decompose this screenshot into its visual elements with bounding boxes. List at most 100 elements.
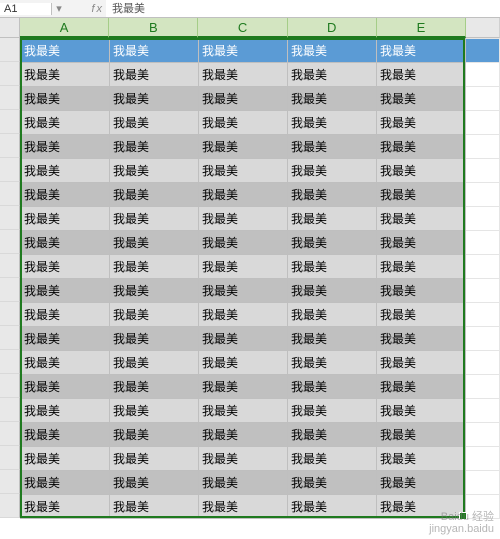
select-all-corner[interactable] <box>0 18 20 38</box>
cell[interactable]: 我最美 <box>199 447 288 471</box>
cell[interactable]: 我最美 <box>377 39 466 63</box>
cell[interactable]: 我最美 <box>377 135 466 159</box>
cell-empty[interactable] <box>466 135 500 159</box>
row-header[interactable] <box>0 206 20 230</box>
cell[interactable]: 我最美 <box>377 87 466 111</box>
cell[interactable]: 我最美 <box>288 159 377 183</box>
row-header[interactable] <box>0 446 20 470</box>
cell[interactable]: 我最美 <box>288 327 377 351</box>
cell[interactable]: 我最美 <box>288 207 377 231</box>
cell-empty[interactable] <box>466 183 500 207</box>
cell[interactable]: 我最美 <box>377 231 466 255</box>
name-box-dropdown-icon[interactable]: ▾ <box>52 2 66 15</box>
cell-empty[interactable] <box>466 231 500 255</box>
cell[interactable]: 我最美 <box>199 63 288 87</box>
cell-empty[interactable] <box>466 159 500 183</box>
cell[interactable]: 我最美 <box>288 399 377 423</box>
cell-empty[interactable] <box>466 423 500 447</box>
cell[interactable]: 我最美 <box>377 399 466 423</box>
cell[interactable]: 我最美 <box>288 303 377 327</box>
cell[interactable]: 我最美 <box>377 375 466 399</box>
cell[interactable]: 我最美 <box>199 423 288 447</box>
cell[interactable]: 我最美 <box>199 87 288 111</box>
cell[interactable]: 我最美 <box>110 63 199 87</box>
cell[interactable]: 我最美 <box>199 255 288 279</box>
cell[interactable]: 我最美 <box>288 471 377 495</box>
cell-empty[interactable] <box>466 303 500 327</box>
cell[interactable]: 我最美 <box>110 423 199 447</box>
cell-empty[interactable] <box>466 375 500 399</box>
cell[interactable]: 我最美 <box>377 111 466 135</box>
row-header[interactable] <box>0 182 20 206</box>
cell[interactable]: 我最美 <box>21 255 110 279</box>
name-box[interactable]: A1 <box>0 3 52 15</box>
cell[interactable]: 我最美 <box>110 87 199 111</box>
cell[interactable]: 我最美 <box>199 231 288 255</box>
row-header[interactable] <box>0 350 20 374</box>
cell[interactable]: 我最美 <box>288 135 377 159</box>
row-header[interactable] <box>0 470 20 494</box>
cell[interactable]: 我最美 <box>21 303 110 327</box>
cell[interactable]: 我最美 <box>377 63 466 87</box>
cell[interactable]: 我最美 <box>110 207 199 231</box>
cell[interactable]: 我最美 <box>21 231 110 255</box>
cell[interactable]: 我最美 <box>110 375 199 399</box>
cell[interactable]: 我最美 <box>110 159 199 183</box>
cell[interactable]: 我最美 <box>199 39 288 63</box>
cell[interactable]: 我最美 <box>110 135 199 159</box>
cell[interactable]: 我最美 <box>199 159 288 183</box>
row-header[interactable] <box>0 494 20 518</box>
cell[interactable]: 我最美 <box>199 183 288 207</box>
cell[interactable]: 我最美 <box>377 471 466 495</box>
column-header-E[interactable]: E <box>377 18 466 38</box>
cell-empty[interactable] <box>466 207 500 231</box>
cell[interactable]: 我最美 <box>21 159 110 183</box>
row-header[interactable] <box>0 158 20 182</box>
data-table[interactable]: 我最美我最美我最美我最美我最美我最美我最美我最美我最美我最美我最美我最美我最美我… <box>20 38 500 519</box>
cell[interactable]: 我最美 <box>377 447 466 471</box>
cell[interactable]: 我最美 <box>21 135 110 159</box>
row-header[interactable] <box>0 326 20 350</box>
cell[interactable]: 我最美 <box>21 327 110 351</box>
cell[interactable]: 我最美 <box>288 255 377 279</box>
cell[interactable]: 我最美 <box>110 111 199 135</box>
cell[interactable]: 我最美 <box>21 423 110 447</box>
cell[interactable]: 我最美 <box>21 111 110 135</box>
cell[interactable]: 我最美 <box>199 303 288 327</box>
cell-empty[interactable] <box>466 327 500 351</box>
cell-empty[interactable] <box>466 399 500 423</box>
cell[interactable]: 我最美 <box>21 495 110 519</box>
cell[interactable]: 我最美 <box>288 39 377 63</box>
cell[interactable]: 我最美 <box>110 471 199 495</box>
cell[interactable]: 我最美 <box>110 279 199 303</box>
cell[interactable]: 我最美 <box>21 183 110 207</box>
cell[interactable]: 我最美 <box>377 207 466 231</box>
cell[interactable]: 我最美 <box>377 255 466 279</box>
row-header[interactable] <box>0 86 20 110</box>
cell[interactable]: 我最美 <box>377 159 466 183</box>
cell-empty[interactable] <box>466 39 500 63</box>
row-header[interactable] <box>0 230 20 254</box>
cell[interactable]: 我最美 <box>110 183 199 207</box>
cell[interactable]: 我最美 <box>21 471 110 495</box>
cell[interactable]: 我最美 <box>199 399 288 423</box>
column-header-A[interactable]: A <box>20 18 109 38</box>
cell[interactable]: 我最美 <box>288 447 377 471</box>
cell[interactable]: 我最美 <box>288 183 377 207</box>
cell[interactable]: 我最美 <box>21 39 110 63</box>
cell[interactable]: 我最美 <box>377 279 466 303</box>
column-header-B[interactable]: B <box>109 18 198 38</box>
cell[interactable]: 我最美 <box>21 207 110 231</box>
cell[interactable]: 我最美 <box>21 399 110 423</box>
cell[interactable]: 我最美 <box>288 495 377 519</box>
cell[interactable]: 我最美 <box>110 255 199 279</box>
cell[interactable]: 我最美 <box>377 351 466 375</box>
cell[interactable]: 我最美 <box>110 495 199 519</box>
cell[interactable]: 我最美 <box>110 327 199 351</box>
row-header[interactable] <box>0 398 20 422</box>
cell-empty[interactable] <box>466 279 500 303</box>
cell[interactable]: 我最美 <box>199 351 288 375</box>
cell[interactable]: 我最美 <box>21 63 110 87</box>
column-header-D[interactable]: D <box>288 18 377 38</box>
row-header[interactable] <box>0 278 20 302</box>
